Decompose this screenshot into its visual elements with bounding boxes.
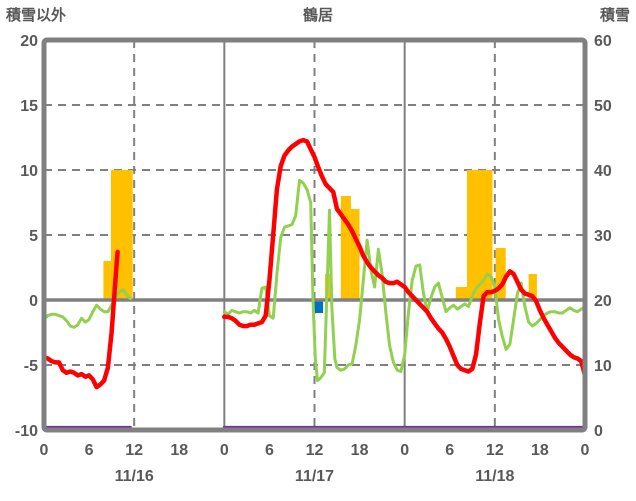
- snowfall-bar: [340, 196, 351, 300]
- right-axis-label: 10: [594, 358, 612, 375]
- left-axis-label: 0: [29, 293, 38, 310]
- blue-bar: [313, 300, 324, 313]
- red-line: [222, 137, 588, 378]
- date-label: 11/16: [115, 468, 154, 485]
- hour-label: 18: [170, 442, 188, 459]
- hour-label: 0: [400, 442, 409, 459]
- hour-label: 6: [265, 442, 274, 459]
- left-axis-label: 20: [20, 33, 38, 50]
- hour-label: 6: [85, 442, 94, 459]
- left-axis-label: 5: [29, 228, 38, 245]
- left-axis-label: -5: [24, 358, 38, 375]
- left-axis-label: 10: [20, 163, 38, 180]
- plot-border: [41, 37, 588, 433]
- hour-label: 6: [445, 442, 454, 459]
- hour-label: 12: [125, 442, 143, 459]
- snowfall-bar: [467, 170, 493, 300]
- right-axis-label: 0: [594, 423, 603, 440]
- snowfall-bar: [528, 274, 537, 300]
- snowfall-bar: [455, 287, 468, 300]
- right-axis-label: 20: [594, 293, 612, 310]
- right-axis-label: 60: [594, 33, 612, 50]
- snowfall-bar: [103, 261, 111, 300]
- snowfall-bar: [495, 248, 506, 300]
- right-axis-label: 40: [594, 163, 612, 180]
- hour-label: 12: [306, 442, 324, 459]
- green-line: [222, 178, 587, 383]
- green-line: [42, 288, 132, 329]
- right-axis-label: 50: [594, 98, 612, 115]
- hour-label: 12: [486, 442, 504, 459]
- left-axis-label: 15: [20, 98, 38, 115]
- hour-label: 18: [351, 442, 369, 459]
- snowfall-bar: [350, 209, 360, 300]
- hour-label: 0: [220, 442, 229, 459]
- hour-label: 0: [581, 442, 590, 459]
- hour-label: 0: [40, 442, 49, 459]
- hour-label: 18: [531, 442, 549, 459]
- left-axis-title: 積雪以外: [6, 7, 67, 24]
- red-line: [41, 249, 120, 390]
- right-axis-title: 積雪: [599, 7, 630, 24]
- left-axis-label: -10: [15, 423, 38, 440]
- right-axis-label: 30: [594, 228, 612, 245]
- chart-title: 鶴居: [302, 7, 333, 24]
- date-label: 11/18: [475, 468, 514, 485]
- date-label: 11/17: [295, 468, 334, 485]
